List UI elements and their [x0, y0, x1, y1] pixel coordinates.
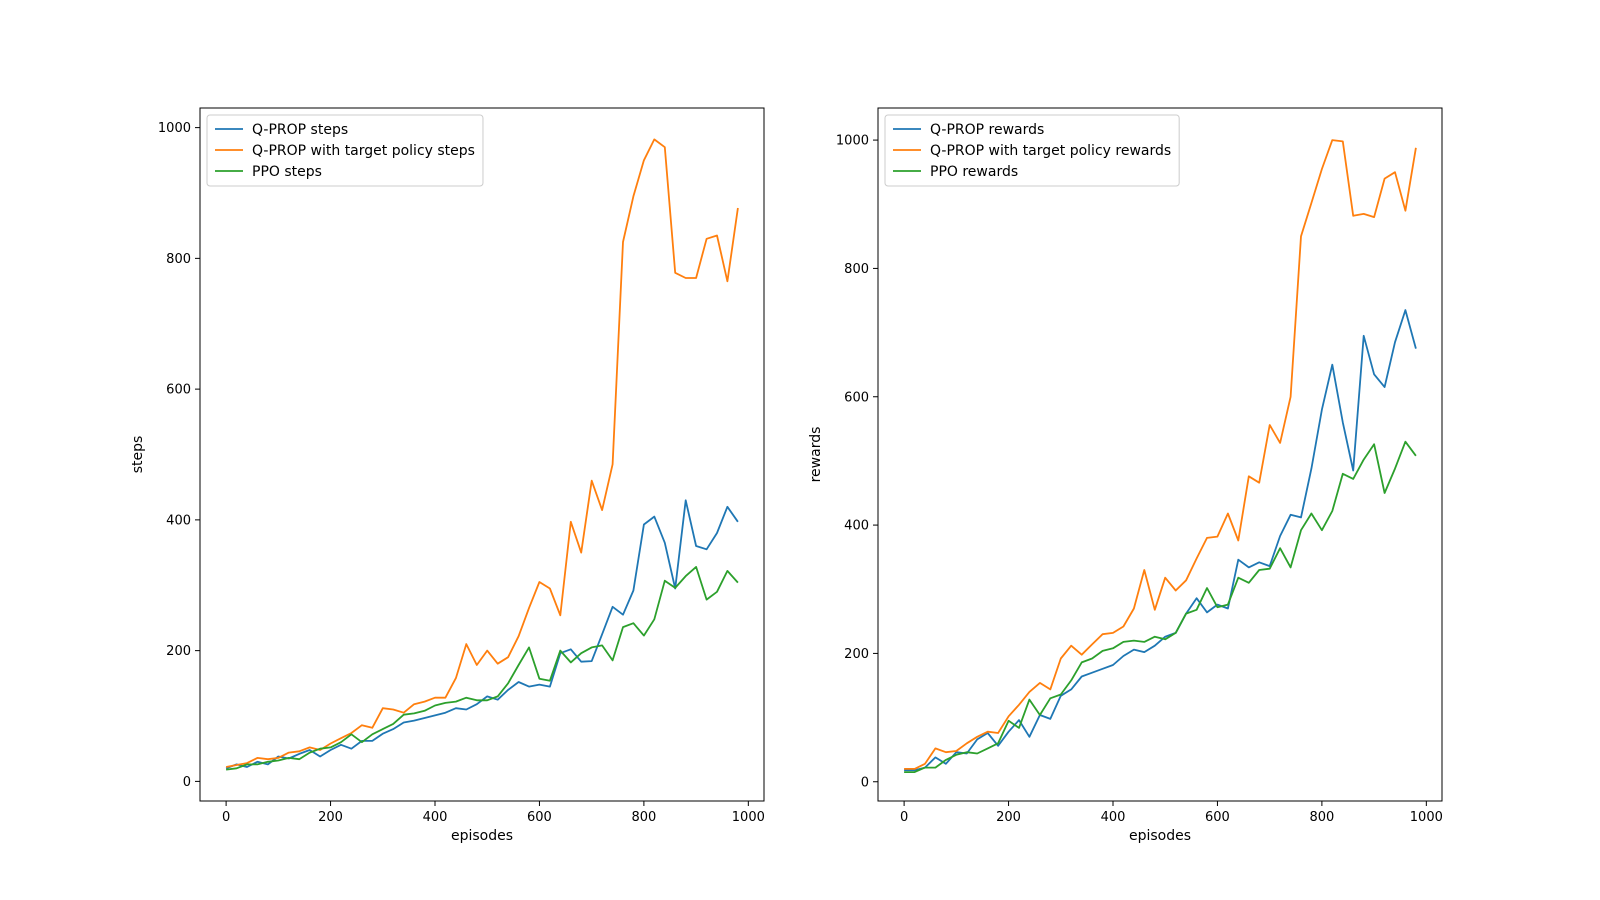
rewards-x-tick-label: 400: [1101, 810, 1126, 825]
steps-legend-label: Q-PROP steps: [252, 122, 348, 138]
rewards-x-tick-label: 800: [1309, 810, 1334, 825]
steps-legend: Q-PROP steps Q-PROP with target policy st…: [206, 114, 484, 187]
steps-x-tick-label: 600: [527, 810, 552, 825]
rewards-y-tick-label: 200: [844, 647, 869, 662]
steps-y-tick-label: 800: [166, 252, 191, 267]
rewards-legend: Q-PROP rewards Q-PROP with target policy …: [884, 114, 1180, 187]
rewards-x-tick-label: 1000: [1410, 810, 1443, 825]
rewards-tick-layer: 0 200 400 600 800 1000 0 200 400 600 800 1000: [836, 134, 1443, 825]
steps-x-tick-label: 400: [423, 810, 448, 825]
steps-y-tick-label: 400: [166, 513, 191, 528]
steps-y-axis-label: steps: [130, 436, 146, 474]
rewards-y-tick-label: 0: [861, 775, 869, 790]
rewards-y-tick-label: 800: [844, 262, 869, 277]
steps-y-tick-label: 600: [166, 383, 191, 398]
rewards-chart: 0 200 400 600 800 1000 0 200 400 600 800 1000 episo…: [808, 107, 1443, 844]
rewards-legend-label: PPO rewards: [930, 164, 1018, 180]
rewards-y-tick-label: 400: [844, 519, 869, 534]
rewards-y-axis-label: rewards: [808, 427, 824, 483]
rewards-y-tick-label: 600: [844, 390, 869, 405]
rewards-x-tick-label: 200: [996, 810, 1021, 825]
rewards-series-line-1: [904, 139, 1417, 770]
rewards-series-line-2: [904, 440, 1417, 773]
rewards-x-tick-label: 0: [900, 810, 908, 825]
steps-legend-label: PPO steps: [252, 164, 322, 180]
rewards-x-tick-label: 600: [1205, 810, 1230, 825]
steps-plot-frame: [199, 107, 765, 802]
steps-x-tick-label: 200: [318, 810, 343, 825]
steps-legend-frame: [206, 114, 484, 187]
steps-x-tick-label: 800: [631, 810, 656, 825]
rewards-x-axis-label: episodes: [1129, 828, 1191, 844]
rewards-series-line-0: [904, 309, 1417, 772]
steps-series-line-1: [225, 138, 739, 768]
rewards-legend-label: Q-PROP with target policy rewards: [930, 143, 1171, 159]
steps-y-tick-label: 0: [183, 775, 191, 790]
rewards-legend-label: Q-PROP rewards: [930, 122, 1044, 138]
steps-y-tick-label: 200: [166, 644, 191, 659]
rewards-series-layer: [904, 139, 1417, 773]
rewards-plot-frame: [877, 107, 1443, 802]
steps-x-axis-label: episodes: [451, 828, 513, 844]
steps-x-tick-label: 1000: [732, 810, 765, 825]
steps-x-tick-label: 0: [222, 810, 230, 825]
steps-series-line-2: [225, 566, 739, 771]
steps-tick-layer: 0 200 400 600 800 1000 0 200 400 600 800 1000: [158, 121, 765, 825]
steps-series-layer: [225, 138, 739, 771]
steps-y-tick-label: 1000: [158, 121, 191, 136]
steps-legend-label: Q-PROP with target policy steps: [252, 143, 475, 159]
rewards-y-tick-label: 1000: [836, 134, 869, 149]
rewards-legend-frame: [884, 114, 1180, 187]
steps-chart: 0 200 400 600 800 1000 0 200 400 600 800 1000 episo…: [130, 107, 765, 844]
